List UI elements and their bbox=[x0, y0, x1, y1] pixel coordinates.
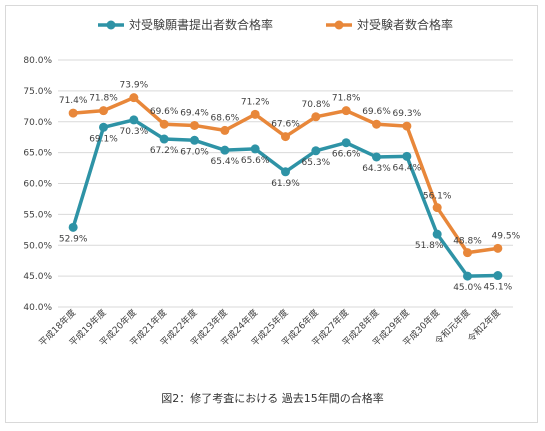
data-label: 69.1% bbox=[89, 134, 118, 144]
data-point bbox=[311, 112, 321, 122]
y-tick-label: 50.0% bbox=[23, 241, 52, 251]
y-tick-label: 40.0% bbox=[23, 303, 52, 313]
data-label: 71.4% bbox=[59, 96, 88, 106]
data-label: 61.9% bbox=[271, 179, 300, 189]
data-point bbox=[372, 119, 381, 129]
data-label: 65.4% bbox=[211, 157, 240, 167]
legend-label: 対受験者数合格率 bbox=[357, 17, 453, 32]
y-tick-label: 80.0% bbox=[23, 56, 52, 66]
data-label: 48.8% bbox=[453, 237, 482, 247]
data-label: 64.3% bbox=[362, 164, 391, 174]
data-label: 67.2% bbox=[150, 146, 179, 156]
data-label: 69.4% bbox=[180, 108, 209, 118]
data-point bbox=[220, 145, 230, 155]
data-label: 71.2% bbox=[241, 97, 270, 107]
legend-label: 対受験願書提出者数合格率 bbox=[129, 17, 273, 32]
data-point bbox=[493, 243, 503, 253]
data-point bbox=[220, 125, 230, 135]
data-label: 45.1% bbox=[484, 283, 513, 293]
data-point bbox=[432, 229, 442, 239]
data-point bbox=[99, 106, 108, 116]
y-tick-label: 45.0% bbox=[23, 272, 52, 282]
data-label: 52.9% bbox=[59, 234, 88, 244]
data-point bbox=[129, 93, 139, 103]
data-point bbox=[99, 122, 108, 132]
data-label: 71.8% bbox=[89, 94, 118, 104]
data-label: 66.6% bbox=[332, 150, 361, 160]
y-tick-label: 55.0% bbox=[23, 210, 52, 220]
data-label: 70.8% bbox=[302, 100, 331, 110]
data-point bbox=[190, 120, 199, 130]
data-label: 71.8% bbox=[332, 94, 361, 104]
data-point bbox=[129, 115, 139, 125]
data-label: 69.3% bbox=[393, 109, 422, 119]
y-tick-label: 70.0% bbox=[23, 118, 52, 128]
data-label: 56.1% bbox=[423, 192, 452, 202]
data-point bbox=[281, 167, 290, 177]
data-label: 65.3% bbox=[302, 158, 331, 168]
data-point bbox=[463, 271, 472, 281]
data-point bbox=[281, 132, 290, 142]
data-label: 69.6% bbox=[150, 107, 179, 117]
chart-caption: 図2：修了考査における 過去15年間の合格率 bbox=[161, 392, 384, 405]
y-tick-label: 75.0% bbox=[23, 87, 52, 97]
data-point bbox=[190, 135, 199, 145]
data-point bbox=[341, 106, 351, 116]
legend-marker bbox=[106, 20, 116, 30]
data-label: 70.3% bbox=[120, 127, 149, 137]
y-tick-label: 65.0% bbox=[23, 149, 52, 159]
data-point bbox=[159, 119, 169, 129]
legend-marker bbox=[334, 20, 344, 30]
data-point bbox=[159, 134, 169, 144]
data-point bbox=[68, 222, 78, 232]
data-point bbox=[341, 138, 351, 148]
data-point bbox=[372, 152, 381, 162]
data-label: 65.6% bbox=[241, 156, 270, 166]
data-label: 69.6% bbox=[362, 107, 391, 117]
data-point bbox=[311, 146, 321, 156]
data-point bbox=[250, 144, 260, 154]
data-label: 45.0% bbox=[453, 283, 482, 293]
data-label: 64.4% bbox=[393, 163, 422, 173]
data-point bbox=[432, 203, 442, 213]
data-point bbox=[493, 271, 503, 281]
data-label: 67.0% bbox=[180, 147, 209, 157]
data-label: 51.8% bbox=[415, 241, 444, 251]
y-tick-label: 60.0% bbox=[23, 180, 52, 190]
data-point bbox=[68, 108, 78, 118]
data-label: 67.6% bbox=[271, 120, 300, 130]
data-label: 49.5% bbox=[492, 231, 521, 241]
data-point bbox=[402, 151, 412, 161]
data-point bbox=[250, 109, 260, 119]
data-label: 73.9% bbox=[120, 81, 149, 91]
data-point bbox=[402, 121, 412, 131]
data-point bbox=[463, 248, 472, 258]
data-label: 68.6% bbox=[211, 113, 240, 123]
x-tick-label: 令和2年度 bbox=[465, 307, 503, 345]
